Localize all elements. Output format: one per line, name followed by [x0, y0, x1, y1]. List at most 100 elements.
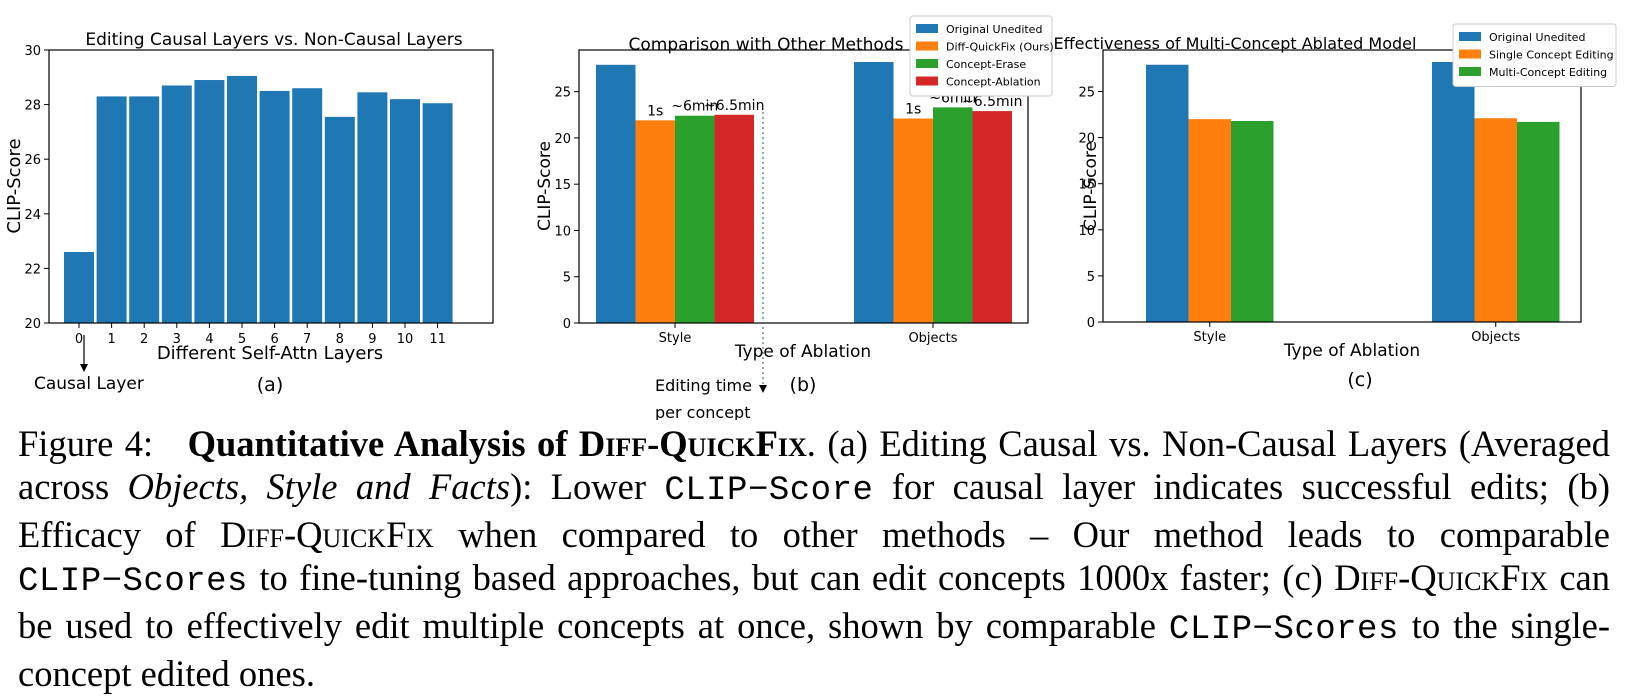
- bar-layer-6: [259, 90, 290, 323]
- caption-text-1: . (a) Editing Causal vs. Non-Causal Laye…: [18, 423, 1611, 507]
- bar-layer-8: [324, 116, 355, 323]
- x-tick-label: 8: [336, 332, 344, 347]
- legend-swatch-3: [916, 76, 938, 86]
- caption-method-name-2: Diff-QuickFix: [220, 514, 434, 555]
- chart-a-panel-label: (a): [257, 374, 283, 396]
- bar-time-label: 1s: [647, 103, 663, 119]
- bar-layer-9: [357, 92, 388, 323]
- bar-objects-series-3: [972, 111, 1012, 323]
- y-tick-label: 25: [1078, 85, 1095, 100]
- caption-text-3: for causal layer indicates successful ed…: [18, 466, 1610, 555]
- y-tick-label: 25: [554, 86, 571, 101]
- legend-label-0: Original Unedited: [1489, 31, 1585, 44]
- y-tick-label: 20: [1078, 132, 1095, 147]
- y-tick-label: 22: [24, 262, 41, 277]
- legend-label-1: Diff-QuickFix (Ours): [946, 41, 1054, 54]
- y-tick-label: 30: [24, 44, 41, 59]
- caption-text-5: to fine-tuning based approaches, but can…: [247, 557, 1335, 598]
- y-tick-label: 5: [563, 271, 571, 286]
- bar-layer-10: [390, 99, 420, 323]
- x-tick-label-objects: Objects: [908, 331, 957, 346]
- caption-title: Quantitative Analysis of Diff-QuickFix: [188, 423, 807, 464]
- bar-layer-5: [227, 75, 257, 323]
- bar-layer-7: [292, 88, 323, 323]
- x-tick-label-objects: Objects: [1471, 330, 1520, 345]
- caption-text-7: to the single-concept edited ones.: [18, 605, 1611, 694]
- chart-a-ylabel: CLIP-Score: [4, 138, 25, 233]
- legend-swatch-2: [1459, 67, 1481, 76]
- chart-c-title: Effectiveness of Multi-Concept Ablated M…: [1054, 34, 1417, 53]
- legend-swatch-0: [916, 24, 938, 33]
- y-tick-label: 24: [24, 208, 41, 223]
- y-tick-label: 0: [563, 317, 571, 332]
- bar-layer-1: [96, 96, 127, 323]
- chart-b-plot-frame: [578, 49, 1029, 324]
- caption-method-name-3: Diff-QuickFix: [1334, 557, 1548, 598]
- caption-metric-3: CLIP−Scores: [1168, 611, 1399, 649]
- figure-panels: Editing Causal Layers vs. Non-Causal Lay…: [4, 15, 1617, 420]
- chart-c-panel-label: (c): [1347, 369, 1372, 391]
- x-tick-label-style: Style: [1193, 330, 1226, 345]
- x-tick-label: 3: [173, 332, 181, 347]
- bar-style-series-3: [714, 114, 754, 323]
- chart-b-panel-label: (b): [790, 374, 817, 396]
- y-tick-label: 20: [554, 132, 571, 147]
- caption-italic-datasets: Objects, Style and Facts: [127, 466, 511, 507]
- y-tick-label: 20: [24, 317, 41, 332]
- legend-swatch-1: [916, 41, 938, 51]
- chart-panel-c: Effectiveness of Multi-Concept Ablated M…: [1054, 23, 1617, 391]
- x-tick-label: 9: [368, 332, 376, 347]
- y-tick-label: 28: [24, 99, 41, 114]
- x-tick-label: 2: [140, 332, 148, 347]
- x-tick-label-style: Style: [659, 331, 692, 346]
- x-tick-label: 10: [397, 332, 414, 347]
- legend-swatch-0: [1459, 32, 1481, 41]
- caption-text-6: can be used to effectively edit multiple…: [18, 557, 1610, 646]
- legend-box: [909, 15, 1053, 97]
- causal-layer-arrowhead: [80, 364, 88, 372]
- bar-objects-series-2: [1517, 121, 1560, 323]
- x-tick-label: 6: [270, 332, 278, 347]
- caption-bold-prefix: Quantitative Analysis of: [187, 423, 579, 464]
- chart-b-xlabel: Type of Ablation: [734, 342, 871, 362]
- chart-a-title: Editing Causal Layers vs. Non-Causal Lay…: [85, 30, 462, 50]
- y-tick-label: 0: [1087, 316, 1095, 331]
- editing-time-annotation-line1: Editing time: [655, 376, 752, 395]
- chart-c-ylabel: CLIP-Score: [1081, 141, 1101, 231]
- x-tick-label: 0: [75, 332, 83, 347]
- legend-label-1: Single Concept Editing: [1489, 49, 1614, 62]
- bar-style-series-0: [596, 64, 636, 324]
- bar-objects-series-0: [1432, 61, 1475, 322]
- bar-layer-4: [194, 80, 225, 323]
- bar-style-series-2: [675, 115, 715, 324]
- bar-objects-series-1: [893, 118, 933, 323]
- y-tick-label: 15: [1078, 178, 1095, 193]
- bar-layer-2: [129, 96, 160, 323]
- bar-layer-0: [64, 252, 94, 323]
- y-tick-label: 10: [554, 224, 571, 239]
- legend-swatch-2: [916, 59, 938, 68]
- legend-label-0: Original Unedited: [946, 23, 1042, 36]
- editing-time-annotation-line2: per concept: [655, 403, 750, 420]
- bar-objects-series-2: [933, 107, 973, 323]
- y-tick-label: 26: [24, 153, 41, 168]
- x-tick-label: 1: [107, 332, 115, 347]
- bar-time-label: ~6.5min: [704, 98, 764, 114]
- legend-swatch-1: [1459, 49, 1481, 59]
- bar-style-series-1: [1188, 119, 1231, 322]
- chart-c-xlabel: Type of Ablation: [1283, 341, 1420, 361]
- chart-b-ylabel: CLIP-Score: [535, 141, 555, 231]
- bar-time-label: ~6min: [671, 99, 718, 115]
- causal-layer-annotation: Causal Layer: [34, 374, 144, 394]
- x-tick-label: 11: [429, 332, 446, 347]
- caption-text-2: ): Lower: [510, 466, 665, 507]
- chart-panel-a: Editing Causal Layers vs. Non-Causal Lay…: [4, 30, 494, 396]
- bar-objects-series-0: [854, 62, 894, 323]
- caption-metric-1: CLIP−Score: [664, 472, 874, 510]
- figure-caption: Figure 4: Quantitative Analysis of Diff-…: [18, 422, 1610, 695]
- bar-style-series-1: [635, 120, 675, 323]
- legend-label-3: Concept-Ablation: [946, 76, 1041, 89]
- chart-c-plot-frame: [1102, 49, 1582, 323]
- bar-style-series-0: [1146, 64, 1189, 323]
- x-tick-label: 4: [205, 332, 213, 347]
